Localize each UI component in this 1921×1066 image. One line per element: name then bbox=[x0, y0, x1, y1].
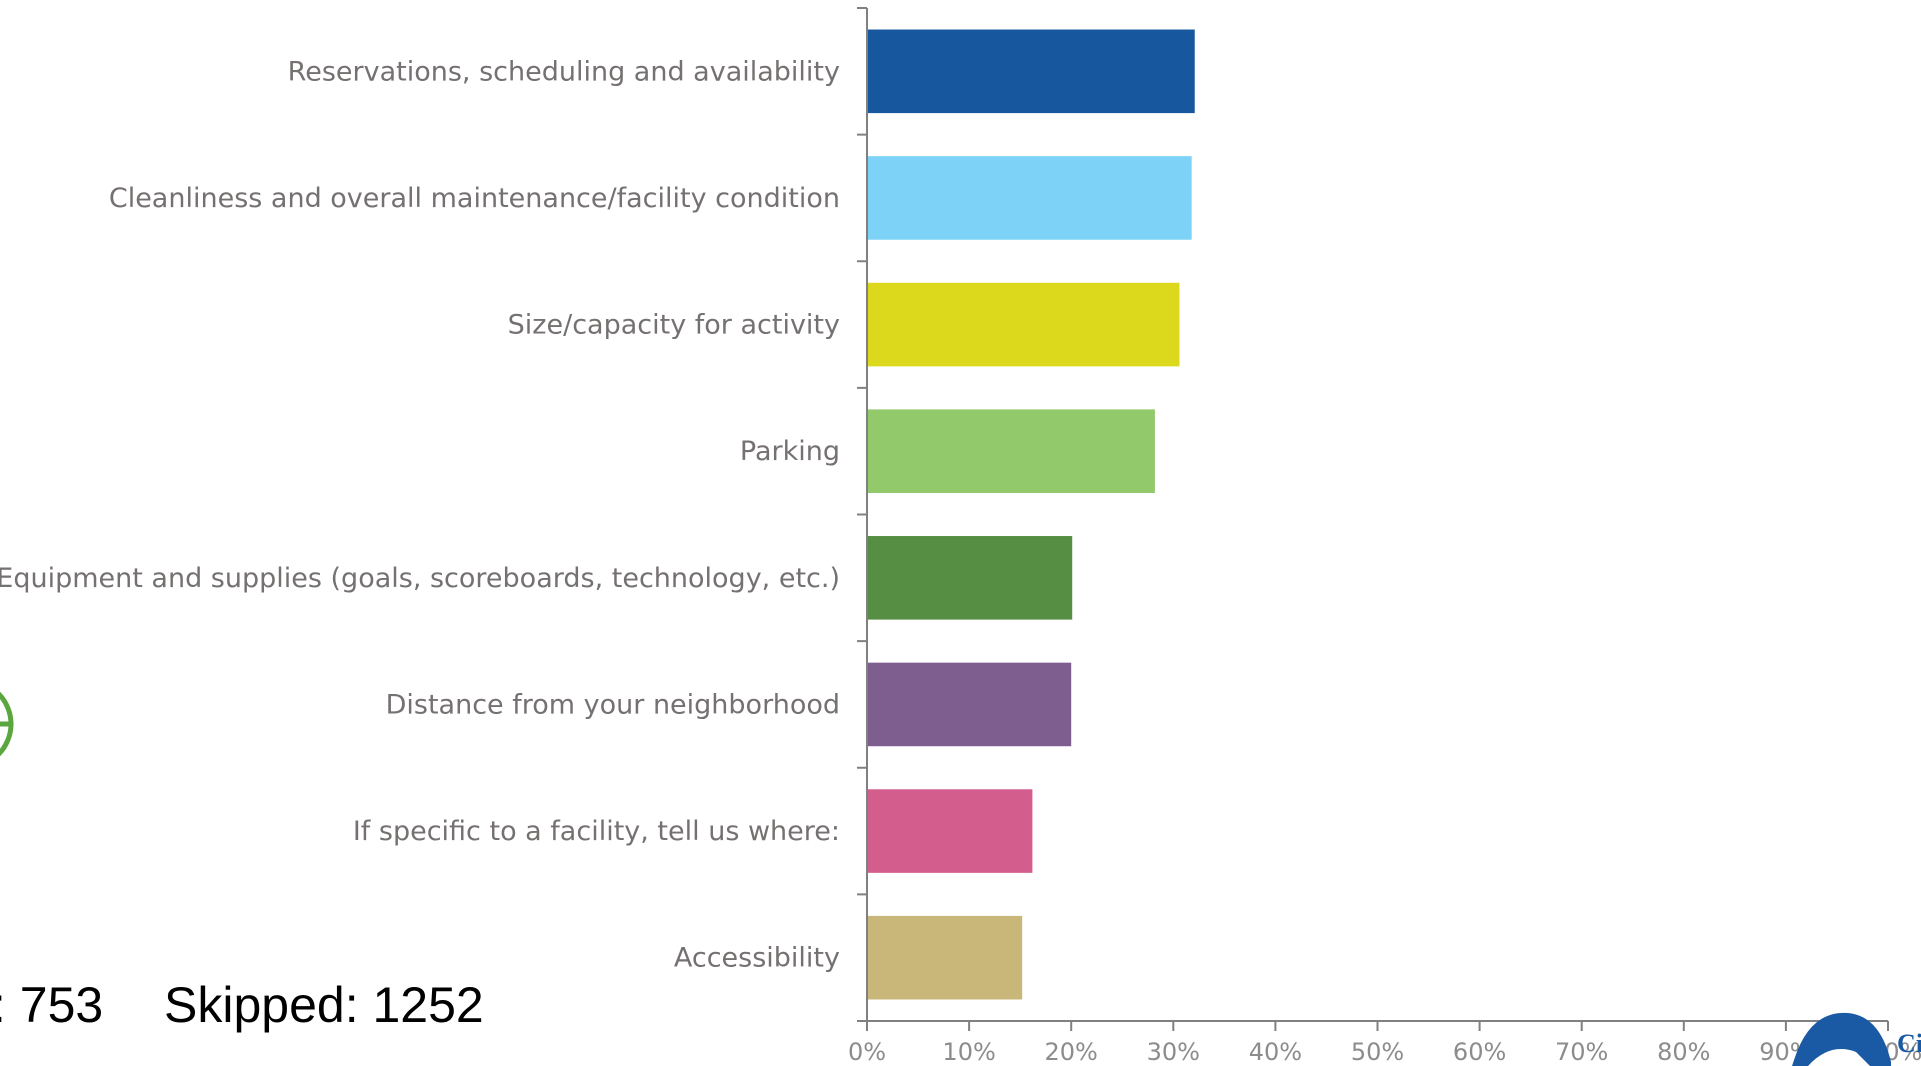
x-tick-label: 50% bbox=[1351, 1038, 1404, 1066]
bar bbox=[867, 662, 1072, 747]
x-axis-ticks: 0%10%20%30%40%50%60%70%80%90%100% bbox=[848, 1021, 1921, 1066]
bar bbox=[867, 29, 1195, 114]
bar bbox=[867, 536, 1073, 620]
bar bbox=[867, 282, 1180, 367]
x-tick-label: 70% bbox=[1555, 1038, 1608, 1066]
skipped-count: Skipped: 1252 bbox=[164, 977, 484, 1033]
bars-layer bbox=[867, 29, 1195, 1000]
logo-text: Ci bbox=[1897, 1029, 1921, 1058]
category-label: Accessibility bbox=[674, 943, 840, 974]
category-label: Distance from your neighborhood bbox=[386, 689, 840, 720]
category-label: Equipment and supplies (goals, scoreboar… bbox=[0, 563, 840, 594]
x-tick-label: 0% bbox=[848, 1038, 886, 1066]
category-label: Parking bbox=[740, 436, 840, 467]
category-labels: Reservations, scheduling and availabilit… bbox=[0, 56, 840, 973]
bar bbox=[867, 409, 1155, 493]
x-tick-label: 10% bbox=[942, 1038, 995, 1066]
logo: Ci bbox=[1792, 1012, 1921, 1066]
x-tick-label: 60% bbox=[1453, 1038, 1506, 1066]
logo-arch-notch bbox=[1808, 1049, 1870, 1066]
category-label: Size/capacity for activity bbox=[508, 310, 840, 341]
category-label: If specific to a facility, tell us where… bbox=[353, 816, 840, 847]
logo-arch-icon bbox=[1792, 1012, 1891, 1066]
category-label: Cleanliness and overall maintenance/faci… bbox=[109, 183, 840, 214]
bar bbox=[867, 789, 1033, 873]
y-axis-ticks bbox=[857, 7, 867, 1022]
x-tick-label: 30% bbox=[1147, 1038, 1200, 1066]
category-label: Reservations, scheduling and availabilit… bbox=[288, 56, 840, 87]
answered-count: : 753 bbox=[0, 977, 103, 1033]
x-tick-label: 20% bbox=[1045, 1038, 1098, 1066]
bar bbox=[867, 156, 1192, 240]
x-tick-label: 40% bbox=[1249, 1038, 1302, 1066]
x-tick-label: 80% bbox=[1657, 1038, 1710, 1066]
bar bbox=[867, 915, 1023, 1000]
